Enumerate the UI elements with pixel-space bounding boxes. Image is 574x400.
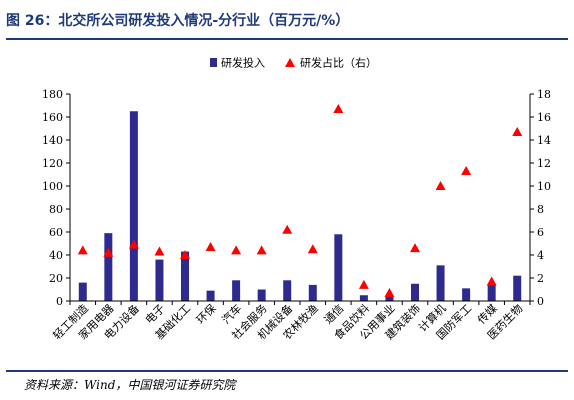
ratio-marker-汽车: [231, 245, 242, 255]
chart-legend: 研发投入 研发占比（右）: [210, 56, 377, 70]
left-tick-label: 140: [42, 134, 63, 147]
right-tick-label: 8: [537, 203, 544, 216]
ratio-marker-国防军工: [461, 166, 472, 176]
bar-传媒: [487, 284, 496, 301]
right-tick-label: 4: [537, 249, 544, 262]
title-rule: [6, 38, 568, 40]
bar-食品饮料: [359, 295, 368, 301]
legend-bar-label: 研发投入: [221, 56, 265, 70]
left-tick-label: 0: [56, 295, 63, 308]
ratio-marker-机械设备: [282, 224, 293, 234]
right-tick-label: 6: [537, 226, 544, 239]
bar-轻工制造: [78, 282, 87, 301]
ratio-marker-社会服务: [256, 245, 267, 255]
left-tick-label: 120: [42, 157, 63, 170]
right-tick-label: 16: [537, 111, 551, 124]
ratio-marker-通信: [333, 103, 344, 113]
left-tick-label: 60: [49, 226, 63, 239]
ratio-marker-环保: [205, 241, 216, 251]
legend-bar-swatch: [210, 58, 217, 67]
bar-电子: [155, 259, 164, 301]
left-tick-label: 160: [42, 111, 63, 124]
ratio-marker-家用电器: [103, 247, 114, 257]
left-y-axis: 0 20 40 60 80 100 120 140 160 180: [42, 88, 71, 308]
bar-农林牧渔: [308, 284, 317, 301]
ratio-marker-电力设备: [128, 239, 139, 249]
bar-公用事业: [385, 296, 394, 301]
right-tick-label: 12: [537, 157, 551, 170]
ratio-marker-基础化工: [180, 250, 190, 259]
bar-通信: [334, 234, 343, 301]
bar-医药生物: [513, 275, 522, 301]
bar-环保: [206, 290, 215, 301]
left-tick-label: 180: [42, 88, 63, 101]
ratio-marker-轻工制造: [77, 245, 88, 255]
right-tick-label: 18: [537, 88, 551, 101]
bar-国防军工: [462, 288, 471, 301]
ratio-marker-医药生物: [512, 126, 523, 136]
ratio-series: [77, 103, 523, 297]
bar-汽车: [232, 280, 241, 301]
ratio-marker-电子: [154, 246, 165, 256]
right-y-axis: 0 2 4 6 8 10 12 14 16 18: [529, 88, 551, 308]
bar-机械设备: [283, 280, 292, 301]
legend-triangle-label: 研发占比（右）: [300, 56, 377, 70]
ratio-marker-农林牧渔: [307, 244, 318, 254]
left-tick-label: 20: [49, 272, 63, 285]
ratio-marker-传媒: [486, 276, 497, 286]
legend-triangle-swatch: [285, 58, 295, 67]
ratio-marker-计算机: [435, 181, 446, 190]
left-tick-label: 80: [49, 203, 63, 216]
bar-series: [78, 111, 522, 301]
bar-社会服务: [257, 289, 266, 301]
left-tick-label: 100: [42, 180, 63, 193]
right-tick-label: 2: [537, 272, 544, 285]
x-tick-label: 环保: [193, 301, 218, 326]
footer-rule: [6, 370, 568, 372]
bar-计算机: [436, 265, 445, 301]
right-tick-label: 10: [537, 180, 551, 193]
right-tick-label: 14: [537, 134, 551, 147]
right-tick-label: 0: [537, 295, 544, 308]
ratio-marker-建筑装饰: [410, 243, 420, 253]
figure-title: 图 26：北交所公司研发投入情况-分行业（百万元/%）: [6, 13, 350, 29]
bar-建筑装饰: [411, 283, 419, 301]
ratio-marker-公用事业: [384, 287, 395, 297]
left-tick-label: 40: [49, 249, 63, 262]
bar-基础化工: [181, 251, 189, 301]
ratio-marker-食品饮料: [358, 279, 369, 289]
bar-家用电器: [104, 233, 113, 301]
bar-电力设备: [129, 111, 138, 301]
source-note: 资料来源：Wind，中国银河证券研究院: [24, 378, 236, 392]
